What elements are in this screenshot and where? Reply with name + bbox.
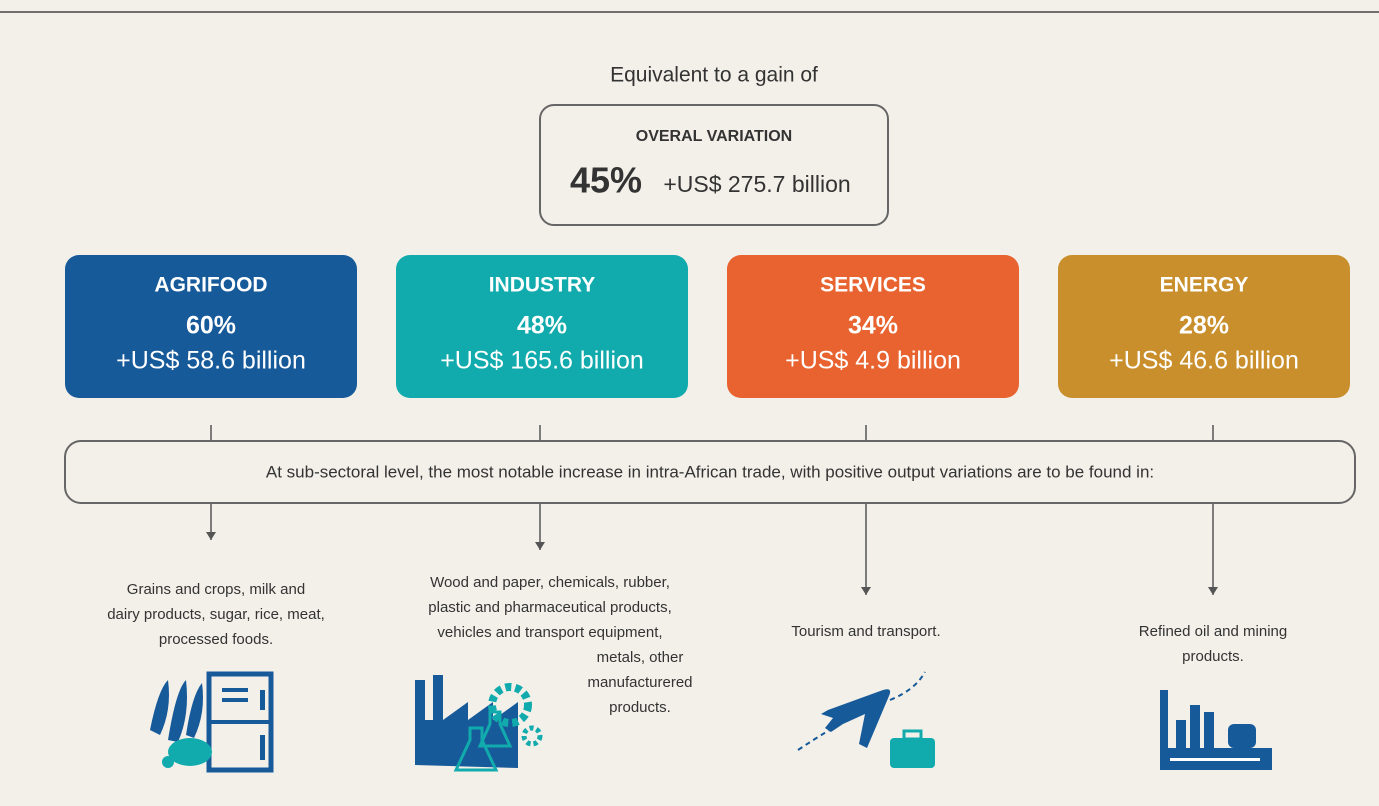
sector-percent: 60% — [186, 312, 236, 340]
subsector-line: Wood and paper, chemicals, rubber, — [430, 574, 670, 591]
sector-name: AGRIFOOD — [154, 274, 267, 297]
intro: Equivalent to a gain of — [610, 64, 818, 87]
sector-amount: +US$ 46.6 billion — [1109, 347, 1299, 375]
subsector-line: manufacturered — [587, 674, 692, 691]
subsector-line: dairy products, sugar, rice, meat, — [107, 606, 325, 623]
subsector-line: processed foods. — [159, 631, 273, 648]
overall-title: OVERAL VARIATION — [636, 128, 792, 145]
sector-percent: 48% — [517, 312, 567, 340]
subsector-line: plastic and pharmaceutical products, — [428, 599, 671, 616]
sector-name: SERVICES — [820, 274, 926, 297]
subsector-line: Refined oil and mining — [1139, 623, 1287, 640]
sector-name: INDUSTRY — [489, 274, 596, 297]
subsector-line: Tourism and transport. — [791, 623, 940, 640]
sector-percent: 28% — [1179, 312, 1229, 340]
overall-amount: +US$ 275.7 billion — [663, 171, 850, 197]
note: At sub-sectoral level, the most notable … — [266, 462, 1154, 481]
subsector-line: products. — [609, 699, 671, 716]
infographic: Equivalent to a gain of OVERAL VARIATION… — [0, 0, 1379, 806]
sector-name: ENERGY — [1160, 274, 1249, 297]
subsector-line: Grains and crops, milk and — [127, 581, 305, 598]
sector-percent: 34% — [848, 312, 898, 340]
subsector-line: products. — [1182, 648, 1244, 665]
overall-percent: 45% — [570, 160, 642, 201]
subsector-line: vehicles and transport equipment, — [437, 624, 662, 641]
sector-amount: +US$ 58.6 billion — [116, 347, 306, 375]
sector-amount: +US$ 165.6 billion — [440, 347, 644, 375]
subsector-line: metals, other — [597, 649, 684, 666]
sector-amount: +US$ 4.9 billion — [785, 347, 961, 375]
